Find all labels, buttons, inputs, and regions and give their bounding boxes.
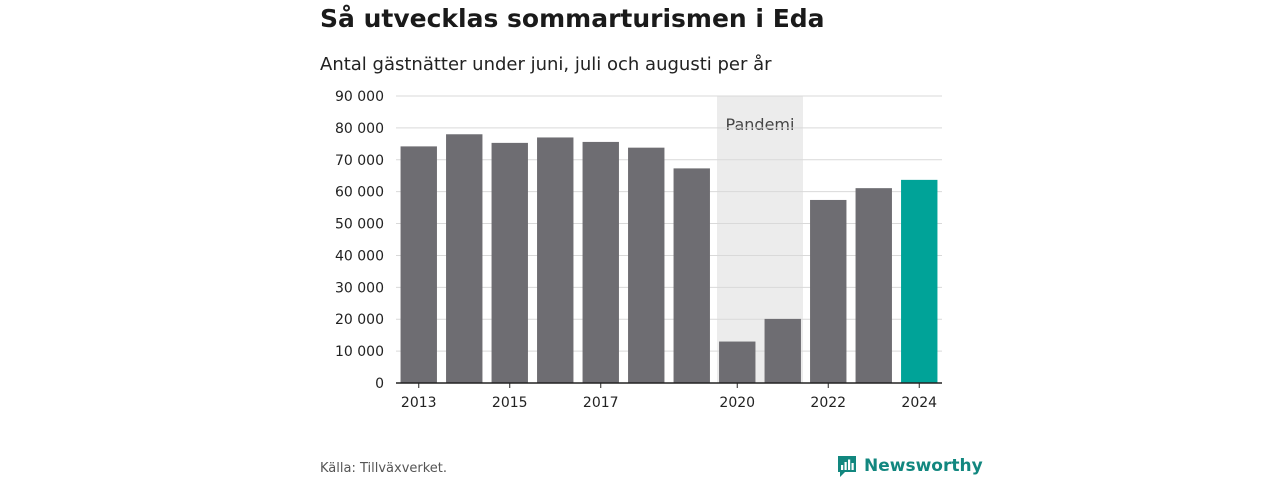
x-tick-label: 2020	[719, 395, 755, 411]
pandemic-label: Pandemi	[726, 115, 795, 134]
y-tick-label: 30 000	[335, 280, 384, 296]
brand-name: Newsworthy	[864, 456, 983, 476]
bar-2020	[719, 341, 756, 383]
bar-2015	[491, 142, 528, 383]
x-tick-label: 2024	[901, 395, 937, 411]
bar-2013	[400, 146, 437, 383]
bar-2014	[446, 134, 483, 383]
x-tick-label: 2022	[810, 395, 846, 411]
bar-2018	[628, 147, 665, 383]
chart-title: Så utvecklas sommarturismen i Eda	[320, 4, 825, 33]
y-tick-label: 0	[375, 376, 384, 392]
bar-2023	[855, 188, 892, 383]
bar-2022	[810, 199, 847, 383]
x-tick-label: 2017	[583, 395, 619, 411]
newsworthy-logo-icon	[838, 456, 856, 477]
source-note: Källa: Tillväxverket.	[320, 461, 448, 476]
y-tick-label: 20 000	[335, 312, 384, 328]
bar-2024	[901, 179, 938, 383]
y-tick-label: 50 000	[335, 217, 384, 233]
y-tick-label: 60 000	[335, 185, 384, 201]
bar-layer	[400, 134, 938, 383]
bar-2019	[673, 168, 710, 383]
brand-logo: Newsworthy	[836, 454, 983, 478]
y-tick-label: 90 000	[335, 89, 384, 105]
bar-2021	[764, 318, 801, 383]
y-tick-label: 10 000	[335, 344, 384, 360]
y-tick-label: 70 000	[335, 153, 384, 169]
y-tick-label: 40 000	[335, 248, 384, 264]
x-tick-label: 2013	[401, 395, 437, 411]
x-tick-label: 2015	[492, 395, 528, 411]
bar-2016	[537, 137, 574, 383]
axis-layer: 2013 2015 2017 2020 2022 2024	[396, 382, 942, 411]
chart-subtitle: Antal gästnätter under juni, juli och au…	[320, 54, 772, 75]
bar-chart: Pandemi 0 10 000 20 000 30 000 40 000 50 000 6…	[335, 89, 942, 411]
grid-layer: 0 10 000 20 000 30 000 40 000 50 000 60 000 70 …	[335, 89, 942, 392]
bar-2017	[582, 141, 619, 383]
y-tick-label: 80 000	[335, 121, 384, 137]
